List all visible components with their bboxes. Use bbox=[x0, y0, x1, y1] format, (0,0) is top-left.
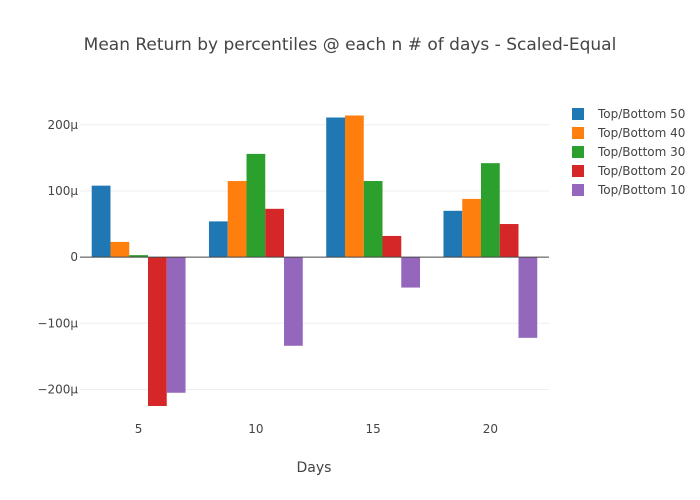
y-tick-label: 0 bbox=[70, 250, 78, 264]
bar bbox=[481, 163, 500, 258]
chart-title: Mean Return by percentiles @ each n # of… bbox=[84, 35, 617, 55]
legend-swatch bbox=[572, 108, 584, 120]
bar bbox=[382, 235, 402, 258]
bar bbox=[208, 221, 228, 258]
bar bbox=[518, 257, 538, 338]
bar bbox=[110, 241, 130, 258]
bar bbox=[326, 117, 345, 258]
bar bbox=[91, 185, 111, 258]
bar bbox=[129, 255, 149, 258]
x-axis-ticks: 5 10 15 20 bbox=[135, 422, 498, 436]
legend-label: Top/Bottom 40 bbox=[597, 126, 685, 140]
bar bbox=[363, 181, 383, 258]
bar bbox=[462, 198, 481, 258]
legend-item[interactable]: Top/Bottom 10 bbox=[572, 183, 685, 197]
bar bbox=[443, 210, 463, 258]
legend-label: Top/Bottom 10 bbox=[597, 183, 685, 197]
legend-item[interactable]: Top/Bottom 30 bbox=[572, 145, 685, 159]
bar bbox=[265, 208, 285, 258]
legend-label: Top/Bottom 20 bbox=[597, 164, 685, 178]
legend-swatch bbox=[572, 127, 584, 139]
bar bbox=[166, 257, 186, 393]
legend-swatch bbox=[572, 184, 584, 196]
bar bbox=[148, 257, 167, 406]
bars bbox=[91, 115, 538, 406]
x-tick-label: 5 bbox=[135, 422, 143, 436]
y-tick-label: −100µ bbox=[37, 316, 78, 330]
legend-item[interactable]: Top/Bottom 50 bbox=[572, 107, 685, 121]
x-tick-label: 10 bbox=[248, 422, 263, 436]
bar bbox=[499, 224, 519, 258]
bar bbox=[344, 115, 364, 258]
x-tick-label: 15 bbox=[365, 422, 380, 436]
y-tick-label: −200µ bbox=[37, 382, 78, 396]
y-tick-label: 100µ bbox=[47, 184, 78, 198]
x-tick-label: 20 bbox=[483, 422, 498, 436]
y-axis-ticks: 200µ 100µ 0 −100µ −200µ bbox=[37, 118, 78, 397]
legend-label: Top/Bottom 50 bbox=[597, 107, 685, 121]
legend-item[interactable]: Top/Bottom 40 bbox=[572, 126, 685, 140]
legend-item[interactable]: Top/Bottom 20 bbox=[572, 164, 685, 178]
y-tick-label: 200µ bbox=[47, 118, 78, 132]
legend-swatch bbox=[572, 146, 584, 158]
bar bbox=[227, 181, 247, 258]
bar bbox=[284, 257, 303, 346]
legend-label: Top/Bottom 30 bbox=[597, 145, 685, 159]
x-axis-label: Days bbox=[297, 460, 332, 476]
legend-swatch bbox=[572, 165, 584, 177]
bar bbox=[246, 153, 266, 258]
bar bbox=[401, 257, 421, 288]
legend: Top/Bottom 50 Top/Bottom 40 Top/Bottom 30 T… bbox=[572, 107, 685, 197]
